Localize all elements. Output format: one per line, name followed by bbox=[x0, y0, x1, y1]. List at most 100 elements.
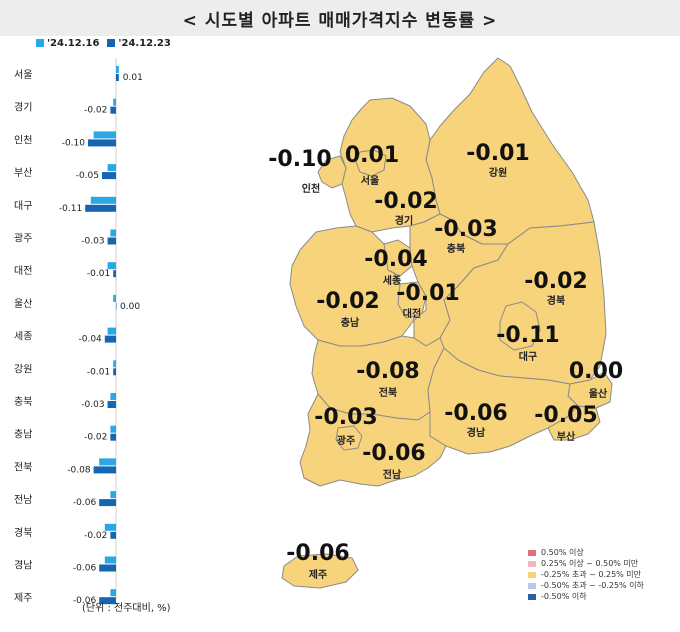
category-label: 광주 bbox=[14, 233, 32, 245]
bar-chart: 서울 0.01 경기 -0.02 인천 -0.10 부산 -0.05 대구 -0.11 광주 -0.0… bbox=[14, 58, 143, 606]
category-label: 충북 bbox=[14, 396, 32, 408]
map-value: -0.02 bbox=[524, 269, 587, 294]
bar-0-7 bbox=[113, 294, 116, 302]
map-region-name: 대전 bbox=[403, 307, 421, 320]
bar-0-0 bbox=[116, 66, 119, 73]
map-legend-label: 0.50% 이상 bbox=[541, 548, 584, 557]
bar-1-5 bbox=[107, 237, 116, 245]
region-gwangju bbox=[335, 425, 363, 451]
bar-0-5 bbox=[110, 229, 116, 237]
bar-1-7 bbox=[116, 302, 117, 310]
map-region-name: 인천 bbox=[302, 182, 320, 195]
category-label: 서울 bbox=[14, 69, 32, 81]
bar-1-4 bbox=[85, 204, 116, 212]
map-region-name: 광주 bbox=[337, 435, 355, 447]
category-label: 경기 bbox=[14, 101, 32, 114]
map-value: -0.05 bbox=[534, 403, 597, 428]
bar-0-1 bbox=[113, 98, 116, 106]
region-incheon bbox=[317, 155, 347, 189]
page-title: < 시도별 아파트 매매가격지수 변동률 > bbox=[182, 10, 498, 31]
map-value: -0.03 bbox=[434, 217, 497, 242]
data-label: -0.08 bbox=[67, 465, 91, 475]
legend-item-1216: '24.12.16 bbox=[36, 38, 99, 49]
bar-1-13 bbox=[99, 499, 116, 507]
data-label: 0.00 bbox=[120, 302, 140, 312]
category-label: 전남 bbox=[14, 494, 32, 506]
category-label: 경남 bbox=[14, 559, 32, 572]
bar-1-16 bbox=[99, 597, 116, 605]
bar-0-10 bbox=[110, 393, 116, 400]
data-label: -0.04 bbox=[79, 335, 103, 345]
category-label: 인천 bbox=[14, 134, 32, 146]
data-label: -0.01 bbox=[87, 269, 110, 279]
bar-0-2 bbox=[93, 131, 116, 139]
bar-0-8 bbox=[107, 327, 116, 335]
category-label: 세종 bbox=[14, 331, 32, 343]
map-legend-item: 0.50% 이상 bbox=[528, 547, 644, 558]
legend-item-1223: '24.12.23 bbox=[107, 38, 171, 49]
bar-1-3 bbox=[102, 172, 116, 180]
map-value: -0.11 bbox=[496, 323, 559, 348]
bar-1-12 bbox=[93, 466, 116, 474]
region-chungnam bbox=[289, 225, 415, 347]
map-value: 0.01 bbox=[345, 143, 399, 168]
region-busan bbox=[547, 405, 601, 441]
bar-1-11 bbox=[110, 433, 116, 441]
map-legend: 0.50% 이상 0.25% 이상 ~ 0.50% 미만 -0.25% 초과 ~ 0… bbox=[528, 547, 644, 602]
map-region-name: 부산 bbox=[557, 430, 576, 443]
map-legend-item: -0.50% 초과 ~ -0.25% 이하 bbox=[528, 580, 644, 591]
bar-1-10 bbox=[107, 401, 116, 408]
bar-0-11 bbox=[110, 425, 116, 433]
bar-1-15 bbox=[99, 564, 116, 572]
bar-0-12 bbox=[99, 458, 116, 466]
bar-0-13 bbox=[110, 491, 116, 499]
map-region-name: 제주 bbox=[309, 568, 327, 581]
map-value: 0.00 bbox=[569, 359, 623, 384]
title-bar: < 시도별 아파트 매매가격지수 변동률 > bbox=[0, 0, 680, 36]
category-label: 대전 bbox=[14, 265, 32, 277]
bar-0-9 bbox=[113, 360, 116, 368]
map-legend-label: -0.50% 이하 bbox=[541, 592, 587, 601]
bar-0-6 bbox=[107, 262, 116, 270]
category-label: 충남 bbox=[14, 429, 32, 441]
data-label: -0.05 bbox=[76, 171, 99, 181]
data-label: -0.03 bbox=[81, 400, 104, 410]
data-label: -0.10 bbox=[62, 138, 86, 148]
data-label: -0.02 bbox=[84, 433, 107, 443]
map-legend-item: -0.50% 이하 bbox=[528, 591, 644, 602]
category-label: 경북 bbox=[14, 526, 32, 539]
map-region-name: 경북 bbox=[547, 294, 565, 307]
map-legend-swatch bbox=[528, 593, 536, 600]
bar-1-1 bbox=[110, 106, 116, 114]
map-value: -0.04 bbox=[364, 247, 427, 272]
map-value: -0.02 bbox=[374, 189, 437, 214]
map-legend-swatch bbox=[528, 549, 536, 556]
bar-0-16 bbox=[110, 589, 116, 597]
bar-1-9 bbox=[113, 368, 116, 376]
map-region-name: 충남 bbox=[341, 316, 360, 329]
region-sejong bbox=[383, 239, 413, 277]
bar-1-8 bbox=[104, 335, 116, 343]
data-label: -0.06 bbox=[73, 498, 97, 508]
map-legend-label: 0.25% 이상 ~ 0.50% 미만 bbox=[541, 559, 639, 568]
data-label: -0.01 bbox=[87, 367, 110, 377]
category-label: 제주 bbox=[14, 592, 32, 604]
map-region-name: 전북 bbox=[379, 386, 397, 399]
data-label: -0.06 bbox=[73, 596, 97, 606]
map-value: -0.01 bbox=[466, 141, 529, 166]
map-region-name: 충북 bbox=[447, 242, 465, 255]
data-label: 0.01 bbox=[123, 73, 143, 83]
map-region-name: 서울 bbox=[361, 174, 379, 187]
region-gyeonggi bbox=[339, 97, 441, 233]
map-legend-swatch bbox=[528, 571, 536, 578]
map-legend-label: -0.50% 초과 ~ -0.25% 이하 bbox=[541, 581, 644, 590]
map-legend-swatch bbox=[528, 560, 536, 567]
region-daegu bbox=[499, 301, 541, 351]
map-legend-label: -0.25% 초과 ~ 0.25% 미만 bbox=[541, 570, 642, 579]
data-label: -0.02 bbox=[84, 531, 107, 541]
data-label: -0.02 bbox=[84, 106, 107, 116]
bar-0-3 bbox=[107, 164, 116, 172]
map-value: -0.08 bbox=[356, 359, 419, 384]
map-value: -0.06 bbox=[362, 441, 425, 466]
